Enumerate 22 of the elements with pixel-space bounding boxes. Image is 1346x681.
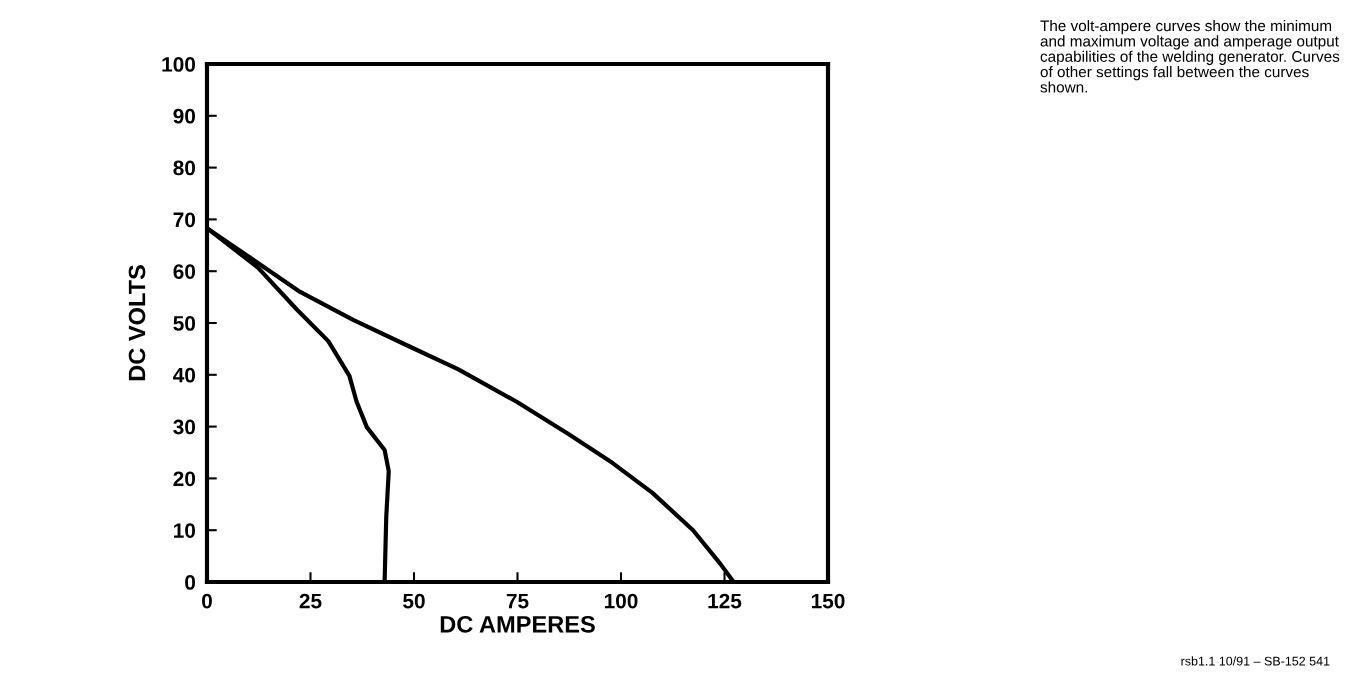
x-axis-title: DC AMPERES (440, 615, 595, 633)
x-tick-label: 125 (708, 593, 742, 609)
x-tick-label: 25 (299, 593, 322, 609)
y-tick-label: 0 (185, 575, 196, 590)
y-tick-label: 20 (173, 471, 196, 487)
y-tick-label: 50 (173, 316, 196, 331)
y-tick-label: 80 (173, 160, 196, 176)
y-tick-label: 40 (173, 367, 196, 383)
y-tick-label: 70 (173, 212, 196, 228)
y-tick-label: 100 (162, 57, 196, 72)
x-tick-label: 100 (604, 593, 638, 609)
text: rsb1.1 10/91 – SB-152 541 (1181, 656, 1330, 666)
y-tick-label: 10 (174, 523, 196, 538)
x-tick-label: 150 (811, 593, 845, 609)
y-tick-label: 30 (173, 419, 196, 435)
text: The volt-ampere curves show the minimum and maximum voltage and amperage output capabilities of the welding generator. Curves of other settings fall between the curves shown. (1040, 20, 1340, 93)
y-tick-label: 60 (173, 264, 196, 279)
x-tick-label: 75 (506, 593, 529, 609)
y-axis-title: DC VOLTS (128, 265, 146, 381)
x-tick-label: 50 (403, 593, 425, 609)
x-tick-label: 0 (202, 593, 212, 609)
y-tick-label: 90 (173, 108, 196, 124)
